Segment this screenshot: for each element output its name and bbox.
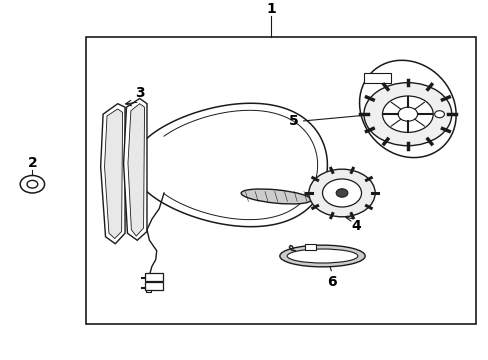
Circle shape	[397, 107, 417, 121]
Polygon shape	[104, 109, 122, 239]
Bar	[86, 37, 475, 324]
Ellipse shape	[286, 249, 357, 263]
Text: 5: 5	[288, 114, 298, 128]
Circle shape	[20, 175, 44, 193]
Polygon shape	[123, 98, 147, 240]
Circle shape	[434, 111, 444, 118]
FancyBboxPatch shape	[144, 273, 163, 280]
Circle shape	[363, 83, 451, 146]
Text: 3: 3	[135, 86, 144, 100]
Circle shape	[382, 96, 432, 132]
Text: 4: 4	[351, 219, 361, 233]
Text: 1: 1	[266, 2, 276, 16]
Circle shape	[335, 189, 347, 197]
Circle shape	[27, 180, 38, 188]
Bar	[363, 73, 390, 83]
Text: 6: 6	[327, 275, 336, 289]
FancyBboxPatch shape	[144, 282, 163, 290]
Circle shape	[308, 169, 374, 217]
Ellipse shape	[359, 60, 455, 158]
Ellipse shape	[279, 245, 365, 267]
Polygon shape	[101, 104, 125, 244]
Polygon shape	[132, 103, 327, 227]
Ellipse shape	[241, 189, 310, 204]
Text: 2: 2	[27, 156, 37, 170]
Polygon shape	[128, 104, 144, 236]
Circle shape	[322, 179, 361, 207]
Bar	[305, 244, 316, 250]
